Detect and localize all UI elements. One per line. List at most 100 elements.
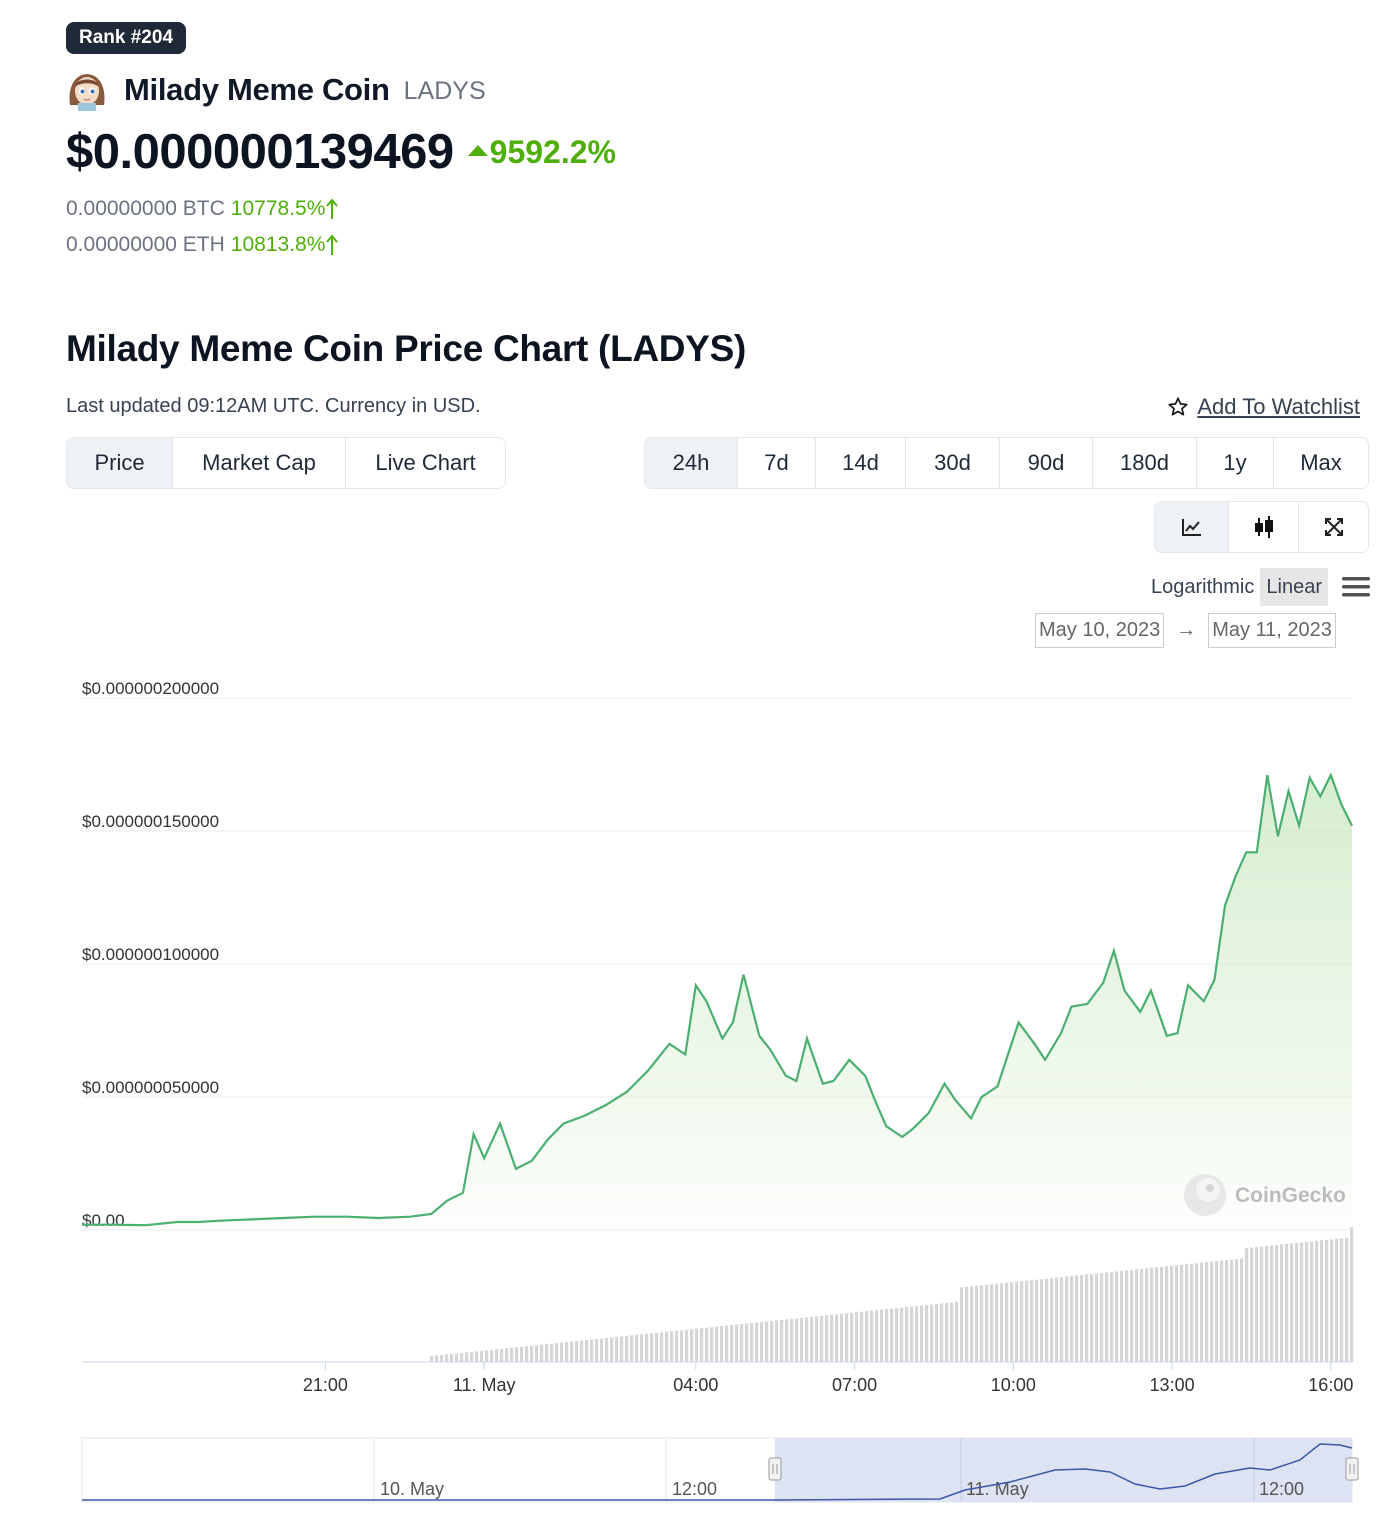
x-axis: 21:00 11. May 04:00 07:00 10:00 13:00 16:00 [303,1362,1353,1395]
tab-24h[interactable]: 24h [645,438,738,488]
navigator-tick: 10. May [380,1479,444,1499]
volume-bar [440,1354,444,1362]
volume-bar [710,1327,714,1362]
volume-bar [1085,1274,1089,1362]
volume-bar [1095,1273,1099,1362]
volume-bar [1320,1240,1324,1362]
tab-market-cap[interactable]: Market Cap [173,438,346,488]
volume-bar [1050,1278,1054,1362]
caret-up-icon [467,144,488,156]
volume-bar [830,1314,834,1362]
hamburger-menu-icon[interactable] [1342,576,1370,598]
volume-bar [530,1345,534,1362]
rank-badge: Rank #204 [66,22,187,54]
scale-logarithmic[interactable]: Logarithmic [1151,576,1255,598]
volume-bar [1325,1239,1329,1362]
tab-1y[interactable]: 1y [1197,438,1274,488]
volume-bar [1335,1238,1339,1362]
tab-max[interactable]: Max [1300,450,1342,475]
volume-bar [810,1316,814,1362]
volume-bar [690,1329,694,1362]
scale-linear[interactable]: Linear [1260,568,1328,606]
line-chart-button[interactable] [1155,502,1229,552]
volume-bar [750,1323,754,1362]
volume-bar [900,1307,904,1362]
volume-bar [1040,1279,1044,1362]
volume-bar [1115,1271,1119,1362]
volume-bar [1160,1266,1164,1362]
volume-bar [920,1305,924,1362]
volume-bar [545,1344,549,1362]
add-to-watchlist-button[interactable]: Add To Watchlist [1167,394,1360,420]
volume-bar [1165,1266,1169,1362]
volume-bar [625,1335,629,1362]
date-to-input[interactable]: May 11, 2023 [1208,613,1336,648]
volume-bar [815,1316,819,1362]
volume-bar [725,1325,729,1362]
volume-bar [1250,1247,1254,1362]
volume-bar [635,1334,639,1362]
volume-bar [455,1353,459,1362]
volume-bar [1230,1259,1234,1362]
volume-bar [1200,1262,1204,1362]
volume-bar [1175,1265,1179,1362]
volume-bar [1210,1261,1214,1362]
navigator-left-handle[interactable] [768,1457,782,1481]
volume-bar [895,1308,899,1362]
volume-bar [465,1352,469,1362]
volume-bar [1260,1246,1264,1362]
volume-bar [1150,1267,1154,1362]
volume-bar [910,1306,914,1362]
navigator-right-handle[interactable] [1345,1457,1359,1481]
volume-bar [935,1303,939,1362]
arrow-right-icon: → [1176,619,1197,641]
tab-180d[interactable]: 180d [1093,438,1197,488]
tab-30d[interactable]: 30d [906,438,1000,488]
volume-bar [975,1285,979,1362]
volume-bar [490,1349,494,1362]
volume-bar [1010,1282,1014,1362]
volume-bar [550,1343,554,1362]
volume-bar [605,1337,609,1362]
volume-bar [560,1342,564,1362]
volume-bar [1000,1283,1004,1362]
volume-bar [1065,1276,1069,1362]
date-range: May 10, 2023 → May 11, 2023 [1035,613,1336,648]
candlestick-button[interactable] [1229,502,1299,552]
volume-bar [755,1322,759,1362]
volume-bar [435,1355,439,1362]
tab-live-chart[interactable]: Live Chart [375,450,476,475]
volume-bar [730,1325,734,1362]
btc-pair-value: 0.00000000 BTC [66,197,225,220]
arrow-up-icon [326,198,339,219]
volume-bar [480,1350,484,1362]
volume-bar [1070,1276,1074,1362]
volume-bar [865,1311,869,1362]
volume-bar [1060,1277,1064,1362]
volume-bar [505,1348,509,1362]
price-row: $0.000000139469 9592.2% [66,124,616,180]
tab-price[interactable]: Price [67,438,173,488]
volume-bar [835,1314,839,1362]
volume-bar [1075,1275,1079,1362]
volume-bar [770,1320,774,1362]
navigator[interactable]: 10. May 12:00 11. May 12:00 [81,1437,1359,1503]
volume-bar [840,1313,844,1362]
volume-bar [1155,1267,1159,1362]
volume-bar [475,1351,479,1362]
volume-bar [1110,1271,1114,1362]
volume-bar [665,1331,669,1362]
volume-bar [1295,1242,1299,1362]
tab-14d[interactable]: 14d [816,438,906,488]
volume-bar [590,1339,594,1362]
volume-bar [1350,1227,1354,1362]
date-from-input[interactable]: May 10, 2023 [1035,613,1165,648]
watchlist-label: Add To Watchlist [1197,394,1360,419]
fullscreen-button[interactable] [1299,502,1368,552]
volume-bar [925,1304,929,1362]
coin-header: Milady Meme Coin LADYS [66,68,486,112]
tab-90d[interactable]: 90d [1000,438,1093,488]
tab-7d[interactable]: 7d [738,438,816,488]
coin-name: Milady Meme Coin [124,72,390,107]
btc-pair-row: 0.00000000 BTC 10778.5% [66,197,339,221]
